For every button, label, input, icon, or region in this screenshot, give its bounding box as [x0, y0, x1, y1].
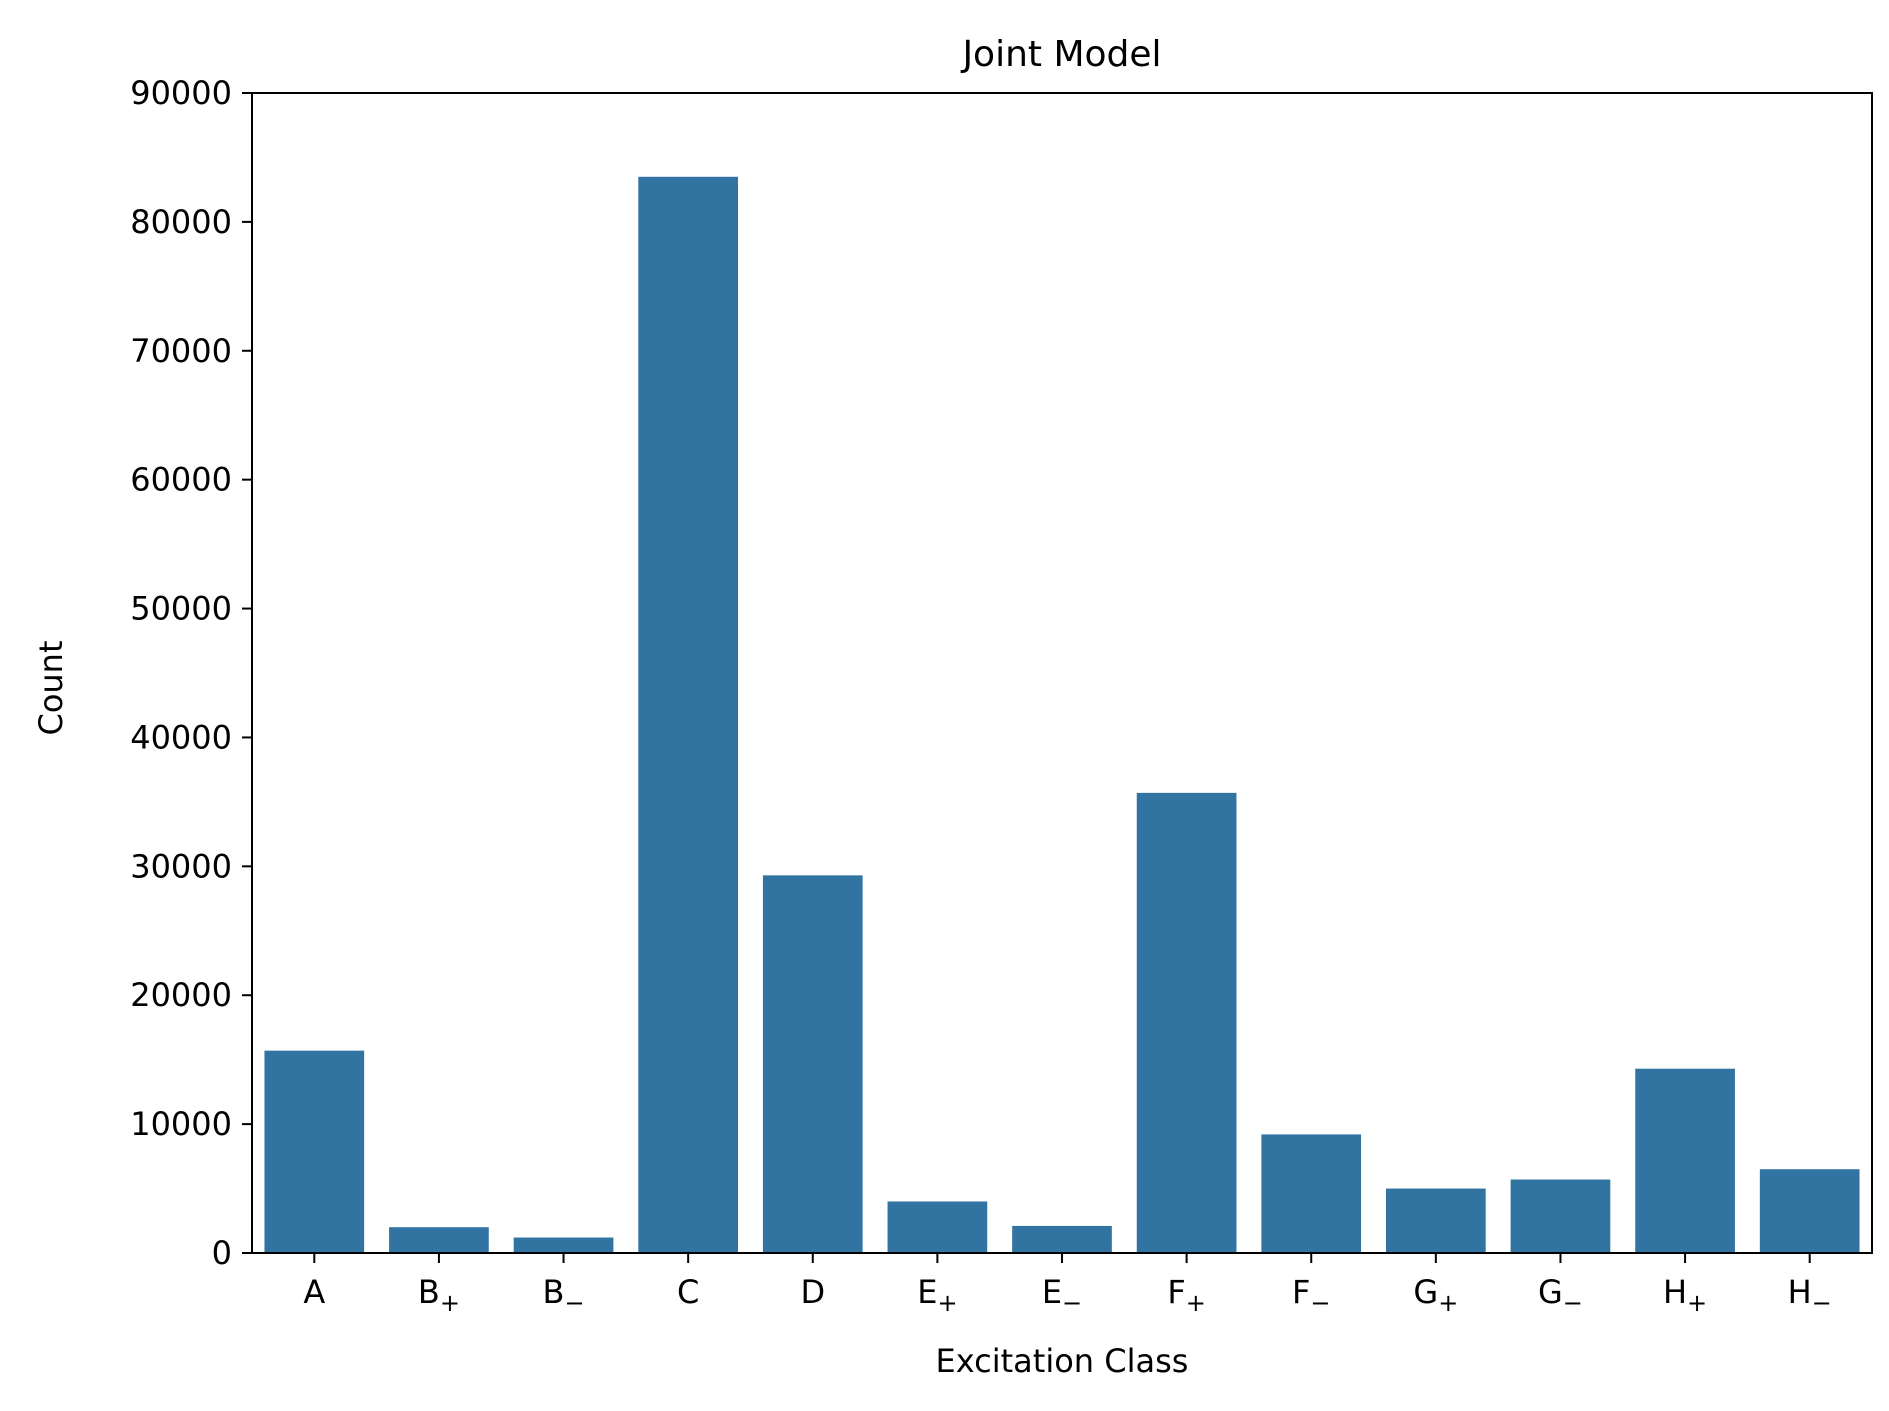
bar	[1510, 1179, 1611, 1253]
x-tick-label: E−	[1042, 1273, 1082, 1317]
y-tick-label: 20000	[130, 976, 232, 1014]
x-tick-label: F+	[1167, 1273, 1206, 1317]
bar	[1386, 1188, 1486, 1253]
y-tick-label: 0	[212, 1234, 232, 1272]
y-axis-label: Count	[32, 640, 70, 735]
y-tick-label: 80000	[130, 203, 232, 241]
bar	[1261, 1134, 1362, 1253]
chart-title: Joint Model	[960, 34, 1161, 75]
y-tick-label: 40000	[130, 718, 232, 756]
x-axis-label: Excitation Class	[936, 1342, 1189, 1380]
bar	[264, 1050, 365, 1253]
bar	[513, 1237, 614, 1253]
bar	[638, 176, 738, 1253]
y-axis: 0 10000 20000 30000 40000 50000 60000 70000 8000…	[130, 74, 252, 1272]
bar	[1012, 1225, 1112, 1253]
x-tick-label: B+	[418, 1273, 460, 1317]
x-tick-label: H+	[1663, 1273, 1707, 1317]
y-tick-label: 30000	[130, 847, 232, 885]
x-tick-label: B−	[543, 1273, 585, 1317]
x-tick-label: A	[303, 1273, 325, 1311]
y-tick-label: 50000	[130, 590, 232, 628]
plot-frame	[251, 92, 1873, 1254]
x-tick-label: C	[677, 1273, 699, 1311]
bars	[264, 176, 1860, 1253]
bar	[887, 1201, 988, 1253]
bar	[1136, 792, 1237, 1253]
bar	[762, 875, 863, 1253]
x-tick-label: H−	[1788, 1273, 1832, 1317]
x-tick-label: F−	[1292, 1273, 1331, 1317]
y-tick-label: 10000	[130, 1105, 232, 1143]
bar	[1635, 1068, 1735, 1253]
bar	[1759, 1169, 1860, 1253]
y-tick-label: 70000	[130, 332, 232, 370]
x-tick-label: D	[800, 1273, 825, 1311]
y-tick-label: 60000	[130, 461, 232, 499]
x-tick-label: G−	[1538, 1273, 1583, 1317]
bar	[389, 1227, 489, 1253]
x-axis: A B+ B− C D E+ E− F+ F− G+ G− H+ H−	[303, 1253, 1832, 1317]
x-tick-label: G+	[1413, 1273, 1458, 1317]
x-tick-label: E+	[917, 1273, 957, 1317]
y-tick-label: 90000	[130, 74, 232, 112]
